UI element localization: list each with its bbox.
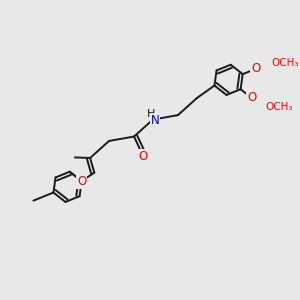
Text: O: O — [251, 62, 260, 75]
Text: O: O — [77, 175, 86, 188]
Text: H: H — [147, 109, 155, 119]
Text: O: O — [139, 150, 148, 163]
Text: N: N — [151, 114, 159, 127]
Text: OCH₃: OCH₃ — [272, 58, 299, 68]
Text: OCH₃: OCH₃ — [266, 102, 293, 112]
Text: O: O — [247, 91, 256, 104]
